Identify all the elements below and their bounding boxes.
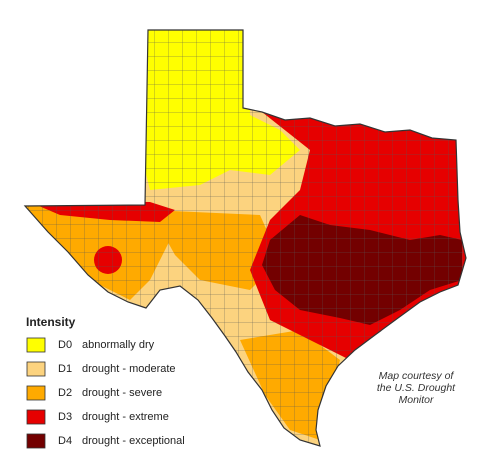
legend-swatch xyxy=(26,361,46,377)
legend-code: D3 xyxy=(58,411,72,423)
credit-line: the U.S. Drought xyxy=(377,382,456,394)
legend-code: D1 xyxy=(58,363,72,375)
legend: Intensity D0 abnormally dry D1 drought - mo… xyxy=(26,315,185,449)
legend-code: D2 xyxy=(58,387,72,399)
legend-label: drought - extreme xyxy=(82,411,169,423)
credit-line: Monitor xyxy=(398,394,434,406)
legend-title: Intensity xyxy=(26,315,76,329)
legend-swatch xyxy=(26,433,46,449)
legend-swatch xyxy=(26,409,46,425)
legend-label: drought - moderate xyxy=(82,363,176,375)
legend-code: D0 xyxy=(58,339,72,351)
legend-code: D4 xyxy=(58,435,72,447)
legend-label: drought - exceptional xyxy=(82,435,185,447)
legend-swatch xyxy=(26,385,46,401)
credit-line: Map courtesy of xyxy=(379,370,455,382)
legend-label: abnormally dry xyxy=(82,339,155,351)
legend-label: drought - severe xyxy=(82,387,162,399)
legend-swatch xyxy=(26,337,46,353)
